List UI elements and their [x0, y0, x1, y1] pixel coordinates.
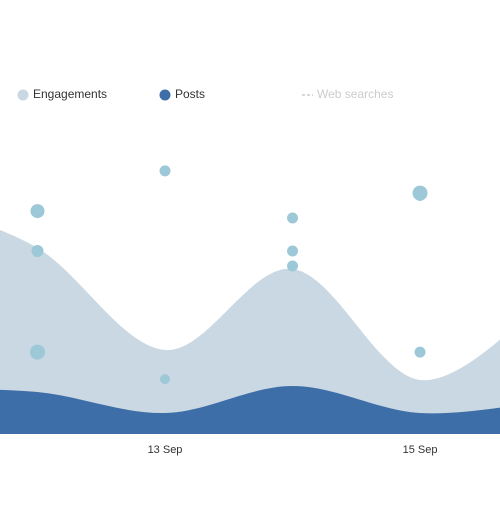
legend-label[interactable]: Posts	[175, 87, 205, 101]
point	[159, 165, 171, 177]
point	[415, 191, 426, 202]
plot	[0, 165, 500, 434]
point	[30, 204, 45, 219]
x-tick-label: 13 Sep	[148, 444, 183, 456]
point	[414, 346, 426, 358]
point	[160, 374, 171, 385]
area	[0, 386, 500, 434]
legend-label[interactable]: Engagements	[33, 87, 107, 101]
legend-label[interactable]: Web searches	[317, 87, 393, 101]
point	[287, 260, 299, 272]
point	[287, 245, 299, 257]
area	[0, 230, 500, 434]
point	[287, 212, 299, 224]
point	[29, 344, 45, 360]
x-tick-label: 15 Sep	[403, 444, 438, 456]
legend-symbol	[17, 89, 29, 101]
legend-symbol	[159, 89, 171, 101]
point	[31, 245, 44, 257]
